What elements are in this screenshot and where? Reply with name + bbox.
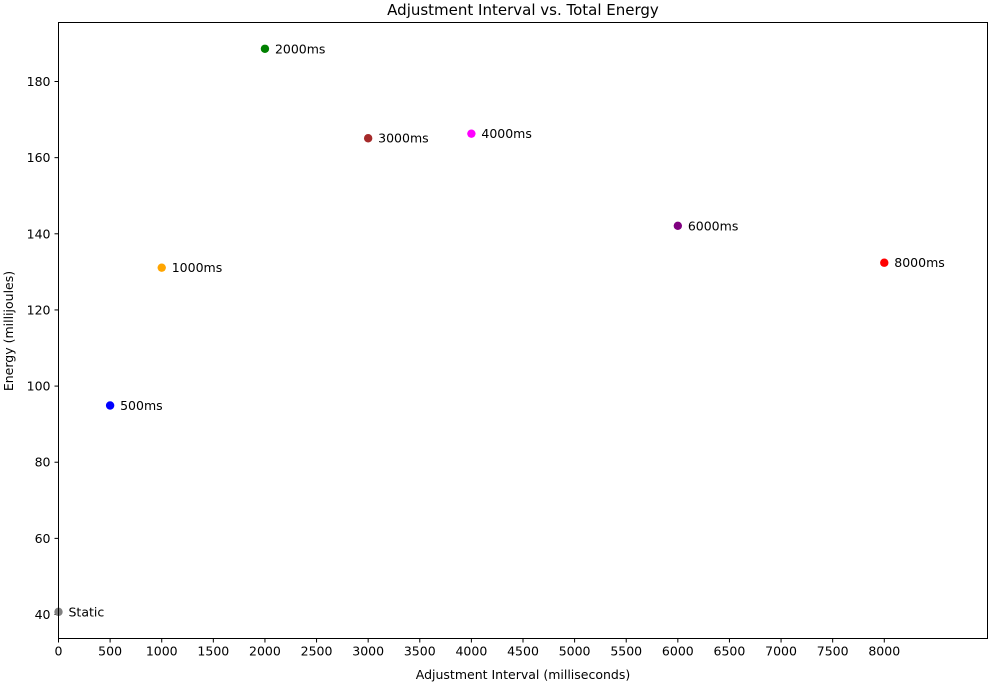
x-axis-label: Adjustment Interval (milliseconds) [416, 667, 631, 682]
point-label: 3000ms [378, 131, 429, 146]
point-label: 1000ms [172, 260, 223, 275]
point-label: 6000ms [688, 218, 739, 233]
x-tick-label: 1500 [197, 644, 229, 659]
point-label: 500ms [120, 398, 163, 413]
x-tick-label: 4000 [455, 644, 487, 659]
x-tick-label: 0 [55, 644, 63, 659]
data-point [467, 129, 476, 138]
point-labels: Static 500ms 1000ms 2000ms 3000ms 4000ms 6000m… [69, 41, 945, 619]
y-tick-label: 120 [27, 302, 51, 317]
point-label: 2000ms [275, 41, 326, 56]
x-tick-label: 7000 [765, 644, 797, 659]
x-tick-label: 3000 [352, 644, 384, 659]
x-tick-label: 8000 [868, 644, 900, 659]
x-tick-label: 7500 [817, 644, 849, 659]
x-tick-label: 6500 [714, 644, 746, 659]
y-tick-label: 60 [35, 531, 51, 546]
x-tick-label: 500 [98, 644, 122, 659]
y-tick-label: 40 [35, 607, 51, 622]
data-point [260, 44, 270, 53]
x-tick-label: 4500 [507, 644, 539, 659]
y-tick-label: 160 [27, 150, 51, 165]
data-point [105, 401, 115, 410]
x-tick-label: 2500 [301, 644, 333, 659]
point-label: 4000ms [481, 126, 532, 141]
x-tick-label: 1000 [146, 644, 178, 659]
axis-ticks: 0 500 1000 1500 2000 2500 3000 3500 4000 4500 5000… [27, 74, 901, 658]
x-tick-label: 2000 [249, 644, 281, 659]
plot-frame [58, 22, 988, 639]
data-point [880, 258, 889, 267]
data-points [54, 44, 889, 617]
y-tick-label: 140 [27, 226, 51, 241]
point-label: Static [69, 604, 105, 619]
y-tick-label: 100 [27, 379, 51, 394]
data-point [157, 263, 166, 272]
y-tick-label: 80 [35, 455, 51, 470]
x-tick-label: 5500 [610, 644, 642, 659]
x-tick-label: 3500 [404, 644, 436, 659]
y-tick-label: 180 [27, 74, 51, 89]
y-axis-label: Energy (millijoules) [1, 271, 16, 391]
chart-title: Adjustment Interval vs. Total Energy [387, 1, 659, 19]
x-tick-label: 6000 [662, 644, 694, 659]
point-label: 8000ms [894, 255, 945, 270]
data-point [363, 134, 373, 143]
data-point [673, 221, 683, 231]
x-tick-label: 5000 [559, 644, 591, 659]
